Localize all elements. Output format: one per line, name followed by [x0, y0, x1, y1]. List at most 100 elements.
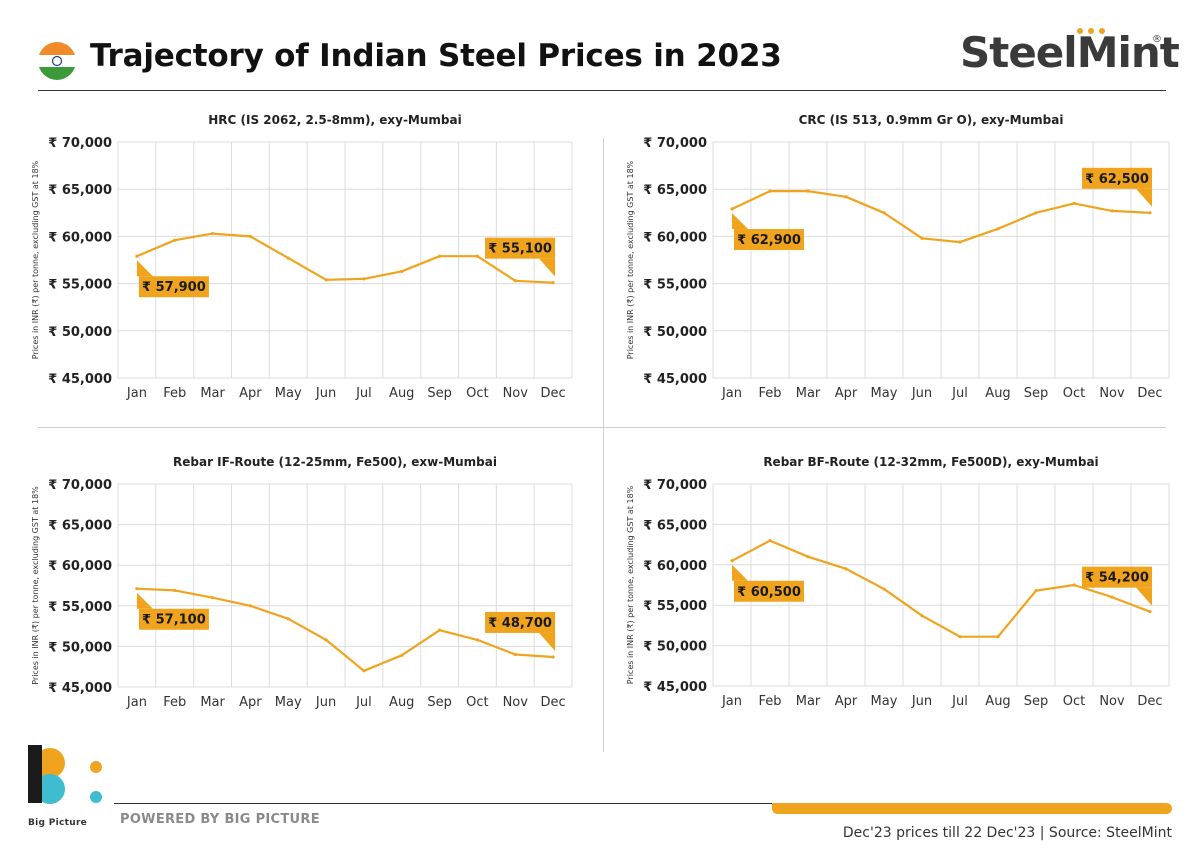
x-tick-label: Sep — [1024, 694, 1049, 709]
x-tick-label: Feb — [163, 695, 186, 710]
x-tick-label: Feb — [163, 386, 186, 401]
y-tick-label: ₹ 50,000 — [48, 640, 112, 655]
steelmint-logo: SteelMint — [960, 28, 1180, 77]
data-point — [362, 669, 366, 673]
data-point — [996, 227, 1000, 231]
chart-title: Rebar BF-Route (12-32mm, Fe500D), exy-Mu… — [763, 455, 1098, 469]
y-axis-label: Prices in INR (₹) per tonne, excluding G… — [626, 485, 635, 684]
start-callout-pointer — [732, 213, 748, 230]
data-point — [475, 638, 480, 642]
data-point — [400, 269, 404, 273]
x-tick-label: Nov — [1099, 694, 1125, 709]
end-callout-box — [1082, 566, 1152, 588]
x-tick-label: Apr — [835, 694, 858, 709]
data-point — [1072, 583, 1076, 587]
end-value-label: ₹ 48,700 — [488, 616, 552, 631]
india-flag-icon — [38, 42, 76, 80]
x-tick-label: Oct — [466, 386, 488, 401]
start-callout-box — [138, 608, 209, 630]
vertical-divider — [603, 138, 604, 752]
x-tick-label: Jul — [355, 695, 372, 710]
y-tick-label: ₹ 70,000 — [643, 478, 707, 493]
start-callout-pointer — [136, 592, 153, 609]
page-title: Trajectory of Indian Steel Prices in 202… — [90, 38, 782, 74]
y-axis-label: Prices in INR (₹) per tonne, excluding G… — [626, 160, 635, 359]
data-point — [958, 635, 962, 639]
data-point — [135, 587, 139, 591]
data-point — [882, 587, 886, 591]
start-value-label: ₹ 60,500 — [737, 585, 801, 600]
end-callout-pointer — [1136, 188, 1152, 207]
registered-mark: ® — [1152, 34, 1162, 45]
big-picture-logo-icon — [28, 745, 108, 805]
y-tick-label: ₹ 55,000 — [48, 278, 112, 293]
x-tick-label: Mar — [796, 694, 821, 709]
data-point — [768, 189, 772, 193]
data-point — [286, 617, 290, 621]
y-tick-label: ₹ 50,000 — [48, 325, 112, 340]
y-tick-label: ₹ 55,000 — [48, 600, 112, 615]
x-tick-label: Mar — [200, 386, 225, 401]
end-value-label: ₹ 54,200 — [1085, 571, 1149, 586]
start-value-label: ₹ 57,900 — [142, 280, 206, 295]
x-tick-label: May — [871, 694, 898, 709]
data-point — [806, 189, 810, 193]
data-point — [437, 628, 442, 632]
data-point — [958, 240, 962, 244]
x-tick-label: Aug — [389, 386, 414, 401]
start-value-label: ₹ 62,900 — [737, 233, 801, 248]
x-tick-label: Jun — [911, 694, 932, 709]
source-note: Dec'23 prices till 22 Dec'23 | Source: S… — [842, 825, 1172, 841]
start-callout-box — [734, 580, 804, 602]
y-tick-label: ₹ 45,000 — [643, 372, 707, 387]
data-point — [1072, 201, 1076, 205]
x-tick-label: Dec — [1137, 386, 1162, 401]
y-tick-label: ₹ 55,000 — [643, 278, 707, 293]
x-tick-label: Aug — [985, 386, 1010, 401]
x-tick-label: Sep — [427, 695, 452, 710]
end-callout-pointer — [539, 258, 556, 277]
x-tick-label: Jun — [315, 695, 336, 710]
start-value-label: ₹ 57,100 — [142, 613, 206, 628]
data-point — [135, 254, 139, 258]
y-tick-label: ₹ 65,000 — [48, 519, 112, 534]
data-point — [324, 278, 328, 282]
x-tick-label: Dec — [1137, 694, 1162, 709]
series-line — [731, 539, 1151, 638]
x-tick-label: Jul — [951, 386, 968, 401]
x-tick-label: Jun — [315, 386, 336, 401]
y-tick-label: ₹ 50,000 — [643, 325, 707, 340]
data-point — [844, 195, 848, 199]
x-tick-label: Sep — [1024, 386, 1049, 401]
end-value-label: ₹ 62,500 — [1085, 172, 1149, 187]
data-point — [324, 638, 328, 642]
data-point — [730, 207, 734, 211]
x-tick-label: Jul — [355, 386, 372, 401]
y-tick-label: ₹ 65,000 — [48, 183, 112, 198]
logo-dot-icon — [1099, 28, 1105, 34]
x-tick-label: Apr — [239, 695, 262, 710]
y-tick-label: ₹ 60,000 — [643, 559, 707, 574]
data-point — [1034, 211, 1038, 215]
logo-dot-icon — [1077, 28, 1083, 34]
data-point — [996, 635, 1000, 639]
powered-by-text: POWERED BY BIG PICTURE — [120, 812, 320, 827]
x-tick-label: Oct — [466, 695, 488, 710]
x-tick-label: Aug — [389, 695, 414, 710]
data-point — [362, 277, 366, 281]
chart-title: CRC (IS 513, 0.9mm Gr O), exy-Mumbai — [799, 113, 1064, 127]
end-callout-pointer — [1136, 587, 1152, 606]
y-tick-label: ₹ 70,000 — [643, 136, 707, 151]
data-point — [551, 281, 555, 285]
x-tick-label: Feb — [758, 386, 781, 401]
data-point — [920, 614, 924, 618]
data-point — [1110, 595, 1114, 599]
data-point — [513, 279, 517, 283]
start-callout-box — [138, 276, 209, 298]
data-point — [475, 254, 480, 258]
x-tick-label: Jan — [126, 695, 147, 710]
end-value-label: ₹ 55,100 — [488, 242, 552, 257]
x-tick-label: Oct — [1063, 386, 1085, 401]
x-tick-label: Dec — [541, 695, 566, 710]
